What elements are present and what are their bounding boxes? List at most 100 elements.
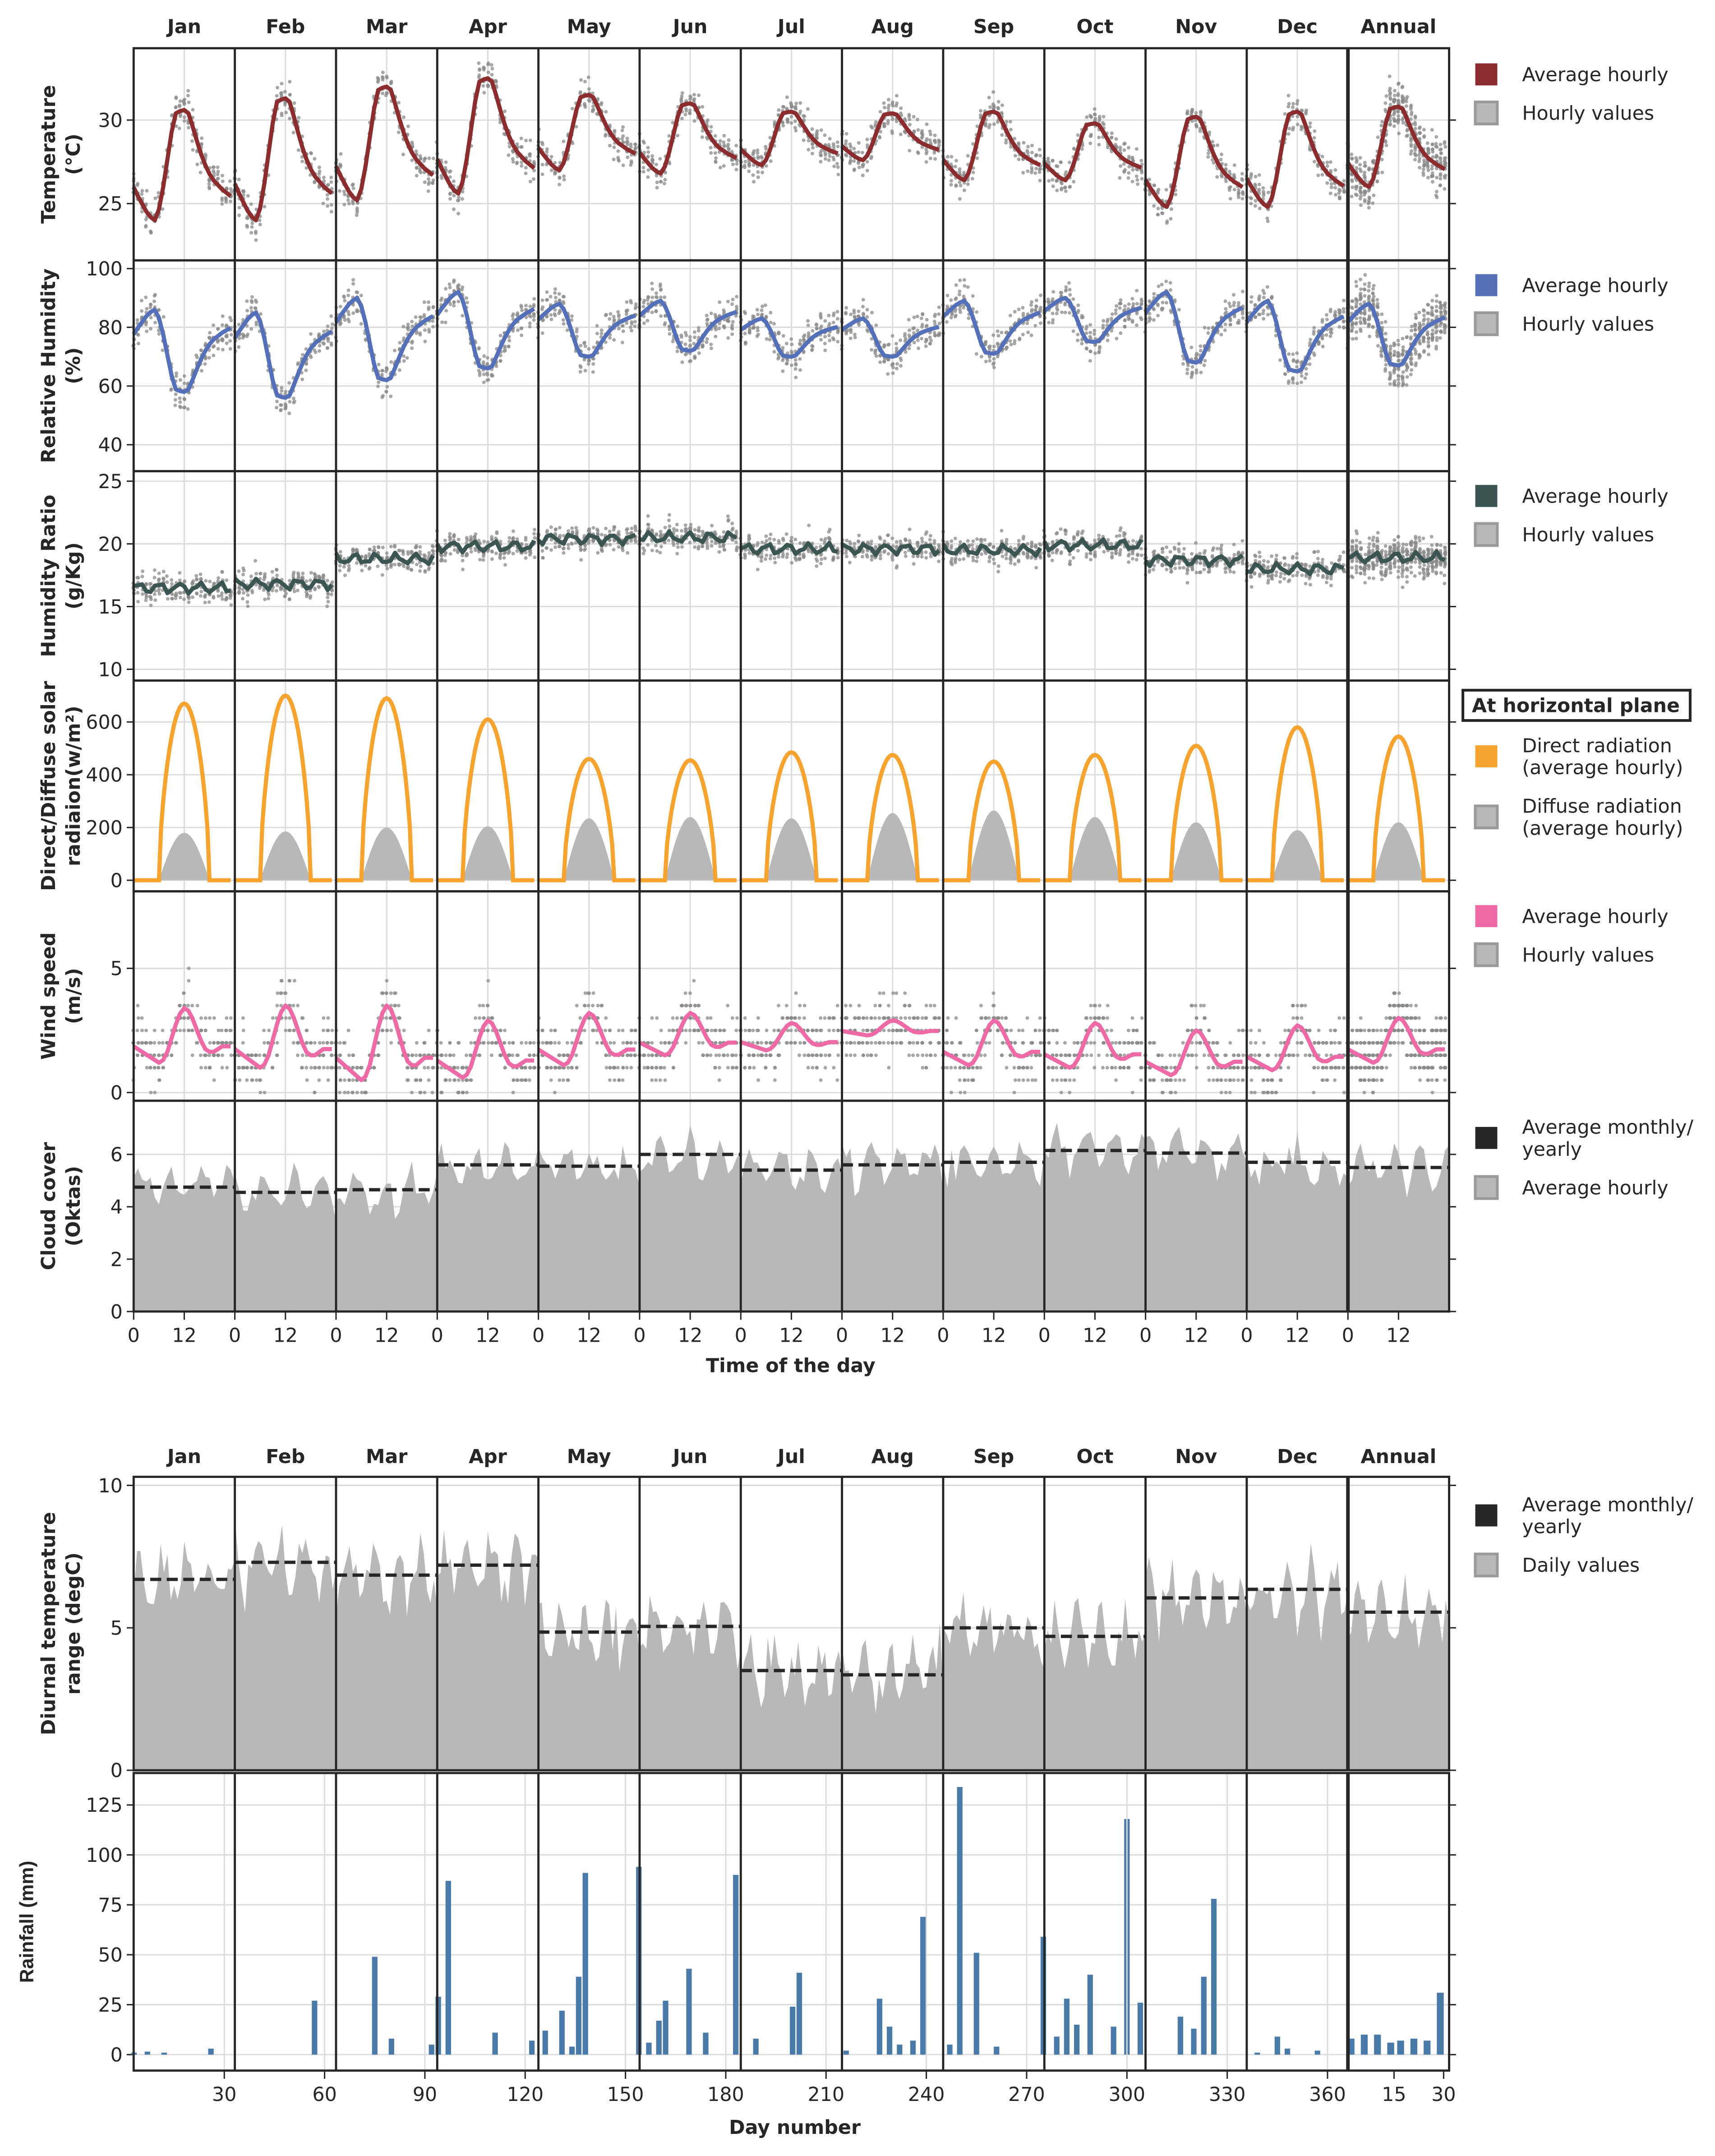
hourly-value-point — [625, 136, 629, 140]
hourly-value-point — [1013, 309, 1017, 314]
hourly-value-point — [342, 203, 346, 207]
hourly-value-point — [1443, 145, 1448, 149]
hourly-value-point — [764, 314, 768, 319]
hourly-value-point — [595, 112, 599, 116]
hourly-value-point — [195, 162, 199, 166]
hourly-value-point — [621, 140, 625, 144]
hourly-value-point — [443, 166, 447, 170]
hourly-value-point — [1321, 345, 1325, 348]
hourly-value-point — [1093, 332, 1097, 336]
hourly-value-point — [211, 345, 215, 349]
hourly-value-point — [650, 287, 655, 291]
hourly-value-point — [945, 320, 949, 324]
hourly-value-point — [835, 317, 839, 321]
hourly-value-point — [1404, 104, 1408, 108]
hourly-value-point — [1308, 362, 1312, 366]
hourly-value-point — [557, 292, 561, 296]
hourly-value-point — [807, 148, 811, 152]
hourly-value-point — [1375, 180, 1379, 184]
hourly-value-point — [211, 165, 215, 169]
hourly-value-point — [443, 320, 447, 324]
hourly-value-point — [1140, 177, 1144, 181]
hourly-value-point — [1328, 160, 1332, 164]
hourly-value-point — [178, 378, 182, 382]
hourly-value-point — [612, 338, 616, 342]
hourly-value-point — [1203, 326, 1207, 330]
hourly-value-point — [347, 202, 351, 206]
hourly-value-point — [440, 296, 444, 300]
hourly-value-point — [1173, 298, 1177, 302]
hourly-value-point — [1232, 293, 1236, 297]
hourly-value-point — [1249, 202, 1253, 206]
hourly-value-point — [524, 166, 528, 170]
hourly-value-point — [731, 162, 735, 166]
hourly-value-point — [996, 120, 1000, 124]
hourly-value-point — [1359, 277, 1362, 282]
hourly-value-point — [894, 342, 898, 346]
hourly-value-point — [1228, 197, 1232, 201]
hourly-value-point — [452, 179, 456, 183]
hourly-value-point — [949, 179, 953, 183]
hourly-value-point — [401, 152, 405, 157]
hourly-value-point — [1393, 89, 1397, 92]
hourly-value-point — [831, 314, 835, 318]
hourly-value-point — [1359, 203, 1363, 207]
hourly-value-point — [945, 155, 950, 159]
hourly-value-point — [890, 334, 894, 338]
hourly-value-point — [1401, 376, 1405, 380]
hourly-value-point — [950, 155, 954, 159]
hourly-value-point — [1367, 200, 1371, 204]
hourly-value-point — [987, 125, 991, 129]
hourly-value-point — [511, 160, 515, 164]
hourly-value-point — [1375, 334, 1379, 338]
hourly-value-point — [827, 143, 831, 147]
hourly-value-point — [790, 342, 794, 346]
hourly-value-point — [1064, 170, 1068, 174]
hourly-value-point — [1051, 311, 1055, 315]
hourly-value-point — [878, 110, 882, 114]
month-label: May — [567, 1445, 611, 1468]
hourly-value-point — [971, 171, 975, 175]
hourly-value-point — [620, 137, 624, 141]
hourly-value-point — [318, 169, 322, 173]
hourly-value-point — [392, 348, 396, 352]
hourly-value-point — [1131, 168, 1135, 172]
hourly-value-point — [1261, 186, 1265, 190]
hourly-value-point — [714, 328, 718, 332]
hourly-value-point — [675, 349, 679, 353]
hourly-value-point — [1194, 356, 1198, 360]
hourly-value-point — [237, 213, 241, 217]
hourly-value-point — [229, 190, 233, 194]
hourly-value-point — [456, 212, 460, 216]
hourly-value-point — [562, 295, 566, 299]
hourly-value-point — [924, 344, 928, 348]
hourly-value-point — [1262, 192, 1266, 196]
hourly-value-point — [1093, 328, 1097, 332]
hourly-value-point — [1224, 180, 1228, 184]
hourly-value-point — [1237, 321, 1241, 325]
hourly-value-point — [966, 285, 970, 289]
hourly-value-point — [586, 75, 590, 79]
hourly-value-point — [1337, 325, 1342, 329]
hourly-value-point — [376, 78, 380, 83]
hourly-value-point — [894, 366, 899, 370]
hourly-value-point — [1286, 132, 1291, 136]
hourly-value-point — [1367, 289, 1371, 293]
hourly-value-point — [482, 372, 486, 376]
hourly-value-point — [870, 310, 874, 314]
hourly-value-point — [1060, 310, 1064, 314]
hourly-value-point — [1004, 347, 1008, 351]
hourly-value-point — [734, 143, 738, 148]
hourly-value-point — [717, 327, 721, 331]
hourly-value-point — [1134, 147, 1139, 151]
hourly-value-point — [221, 174, 224, 178]
hourly-value-point — [958, 278, 962, 282]
hourly-value-point — [326, 324, 330, 328]
hourly-value-point — [650, 159, 654, 163]
hourly-value-point — [1320, 337, 1324, 341]
hourly-value-point — [604, 313, 608, 317]
hourly-value-point — [414, 315, 418, 319]
hourly-value-point — [448, 197, 452, 201]
hourly-value-point — [280, 389, 284, 393]
hourly-value-point — [1286, 381, 1291, 385]
